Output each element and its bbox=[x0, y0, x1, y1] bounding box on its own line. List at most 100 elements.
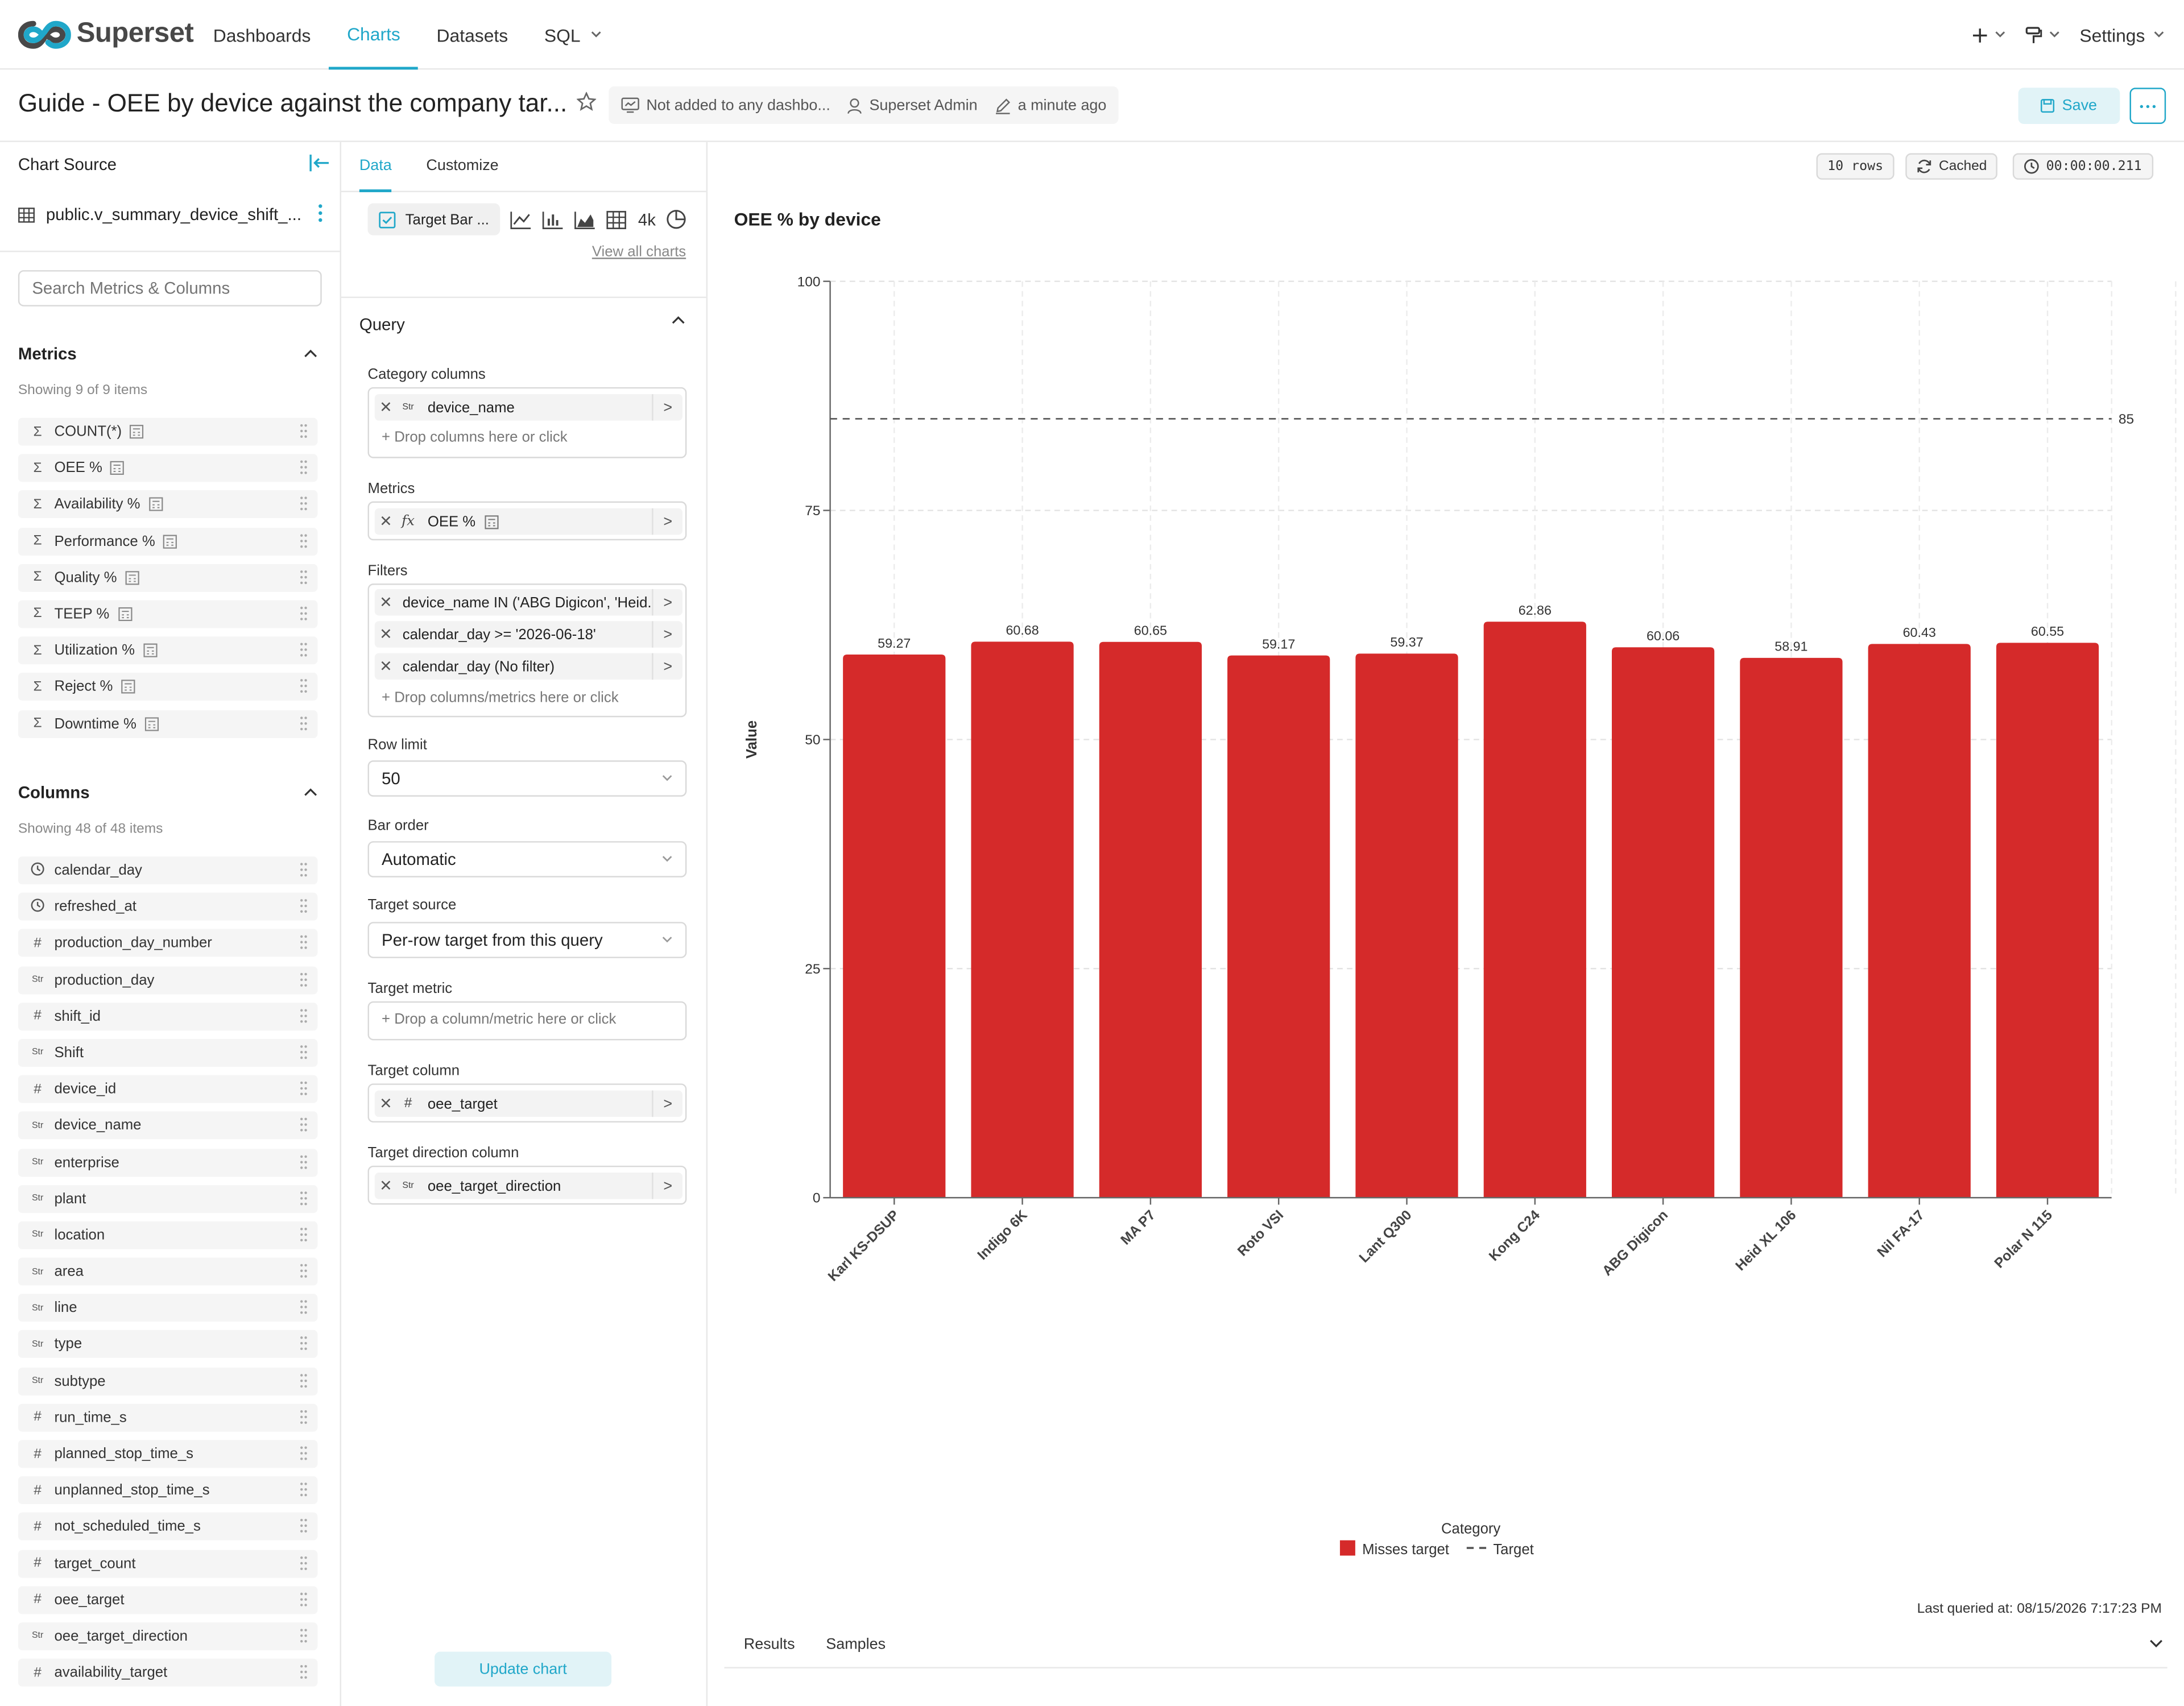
target-metric-control[interactable]: + Drop a column/metric here or click bbox=[367, 1001, 687, 1041]
drag-handle-icon[interactable] bbox=[300, 1045, 308, 1060]
column-item[interactable]: Str device_name bbox=[18, 1112, 318, 1140]
star-icon[interactable] bbox=[576, 92, 597, 111]
viz-type-current[interactable]: Target Bar ... bbox=[367, 203, 500, 235]
column-item[interactable]: # availability_target bbox=[18, 1659, 318, 1687]
modified-info[interactable]: a minute ago bbox=[994, 97, 1106, 114]
column-item[interactable]: # unplanned_stop_time_s bbox=[18, 1476, 318, 1505]
chevron-right-icon[interactable]: > bbox=[652, 621, 682, 648]
nav-dashboards[interactable]: Dashboards bbox=[213, 24, 311, 45]
column-item[interactable]: Str oee_target_direction bbox=[18, 1622, 318, 1650]
column-item[interactable]: # shift_id bbox=[18, 1002, 318, 1030]
query-section-title[interactable]: Query bbox=[359, 314, 405, 334]
drag-handle-icon[interactable] bbox=[300, 1555, 308, 1570]
superset-logo[interactable]: Superset bbox=[18, 18, 194, 50]
metric-item[interactable]: Σ TEEP % bbox=[18, 600, 318, 628]
category-drop-zone[interactable]: + Drop columns here or click bbox=[382, 429, 568, 446]
settings-menu[interactable]: Settings bbox=[2079, 24, 2164, 45]
drag-handle-icon[interactable] bbox=[300, 898, 308, 914]
drag-handle-icon[interactable] bbox=[300, 423, 308, 438]
column-item[interactable]: # production_day_number bbox=[18, 929, 318, 958]
column-item[interactable]: # planned_stop_time_s bbox=[18, 1440, 318, 1468]
bar[interactable] bbox=[1996, 643, 2099, 1198]
theme-menu[interactable] bbox=[2025, 26, 2060, 44]
drag-handle-icon[interactable] bbox=[300, 971, 308, 987]
drag-handle-icon[interactable] bbox=[300, 606, 308, 621]
category-columns-control[interactable]: ✕ Str device_name > + Drop columns here … bbox=[367, 387, 687, 458]
chevron-up-icon[interactable] bbox=[304, 787, 317, 797]
bar-order-select[interactable]: Automatic bbox=[367, 841, 687, 877]
bar[interactable] bbox=[1611, 647, 1715, 1198]
target-direction-control[interactable]: ✕ Str oee_target_direction > bbox=[367, 1165, 687, 1205]
bar-chart-icon[interactable] bbox=[542, 210, 564, 229]
table-icon[interactable] bbox=[606, 210, 628, 229]
metric-item[interactable]: Σ Utilization % bbox=[18, 636, 318, 665]
drag-handle-icon[interactable] bbox=[300, 496, 308, 512]
drag-handle-icon[interactable] bbox=[300, 1300, 308, 1315]
metric-pill[interactable]: ✕ fx OEE % > bbox=[374, 508, 683, 535]
metric-item[interactable]: Σ Availability % bbox=[18, 490, 318, 519]
tab-customize[interactable]: Customize bbox=[426, 157, 499, 175]
drag-handle-icon[interactable] bbox=[300, 1628, 308, 1643]
drag-handle-icon[interactable] bbox=[300, 1409, 308, 1425]
metric-item[interactable]: Σ COUNT(*) bbox=[18, 417, 318, 446]
nav-charts[interactable]: Charts bbox=[329, 0, 419, 70]
pie-chart-icon[interactable] bbox=[665, 209, 686, 230]
chevron-up-icon[interactable] bbox=[671, 314, 685, 324]
target-metric-drop-zone[interactable]: + Drop a column/metric here or click bbox=[382, 1011, 617, 1028]
drag-handle-icon[interactable] bbox=[300, 1190, 308, 1206]
chevron-right-icon[interactable]: > bbox=[652, 1090, 682, 1117]
bar[interactable] bbox=[1227, 655, 1330, 1198]
drag-handle-icon[interactable] bbox=[300, 1592, 308, 1607]
bar[interactable] bbox=[1355, 653, 1458, 1198]
remove-icon[interactable]: ✕ bbox=[379, 627, 392, 644]
filters-drop-zone[interactable]: + Drop columns/metrics here or click bbox=[382, 689, 619, 706]
dataset-name[interactable]: public.v_summary_device_shift_... bbox=[18, 205, 301, 224]
column-item[interactable]: # device_id bbox=[18, 1075, 318, 1103]
column-item[interactable]: # oee_target bbox=[18, 1585, 318, 1614]
drag-handle-icon[interactable] bbox=[300, 1154, 308, 1169]
search-input[interactable] bbox=[18, 270, 322, 307]
target-column-control[interactable]: ✕ # oee_target > bbox=[367, 1083, 687, 1123]
drag-handle-icon[interactable] bbox=[300, 1446, 308, 1461]
chevron-right-icon[interactable]: > bbox=[652, 653, 682, 680]
drag-handle-icon[interactable] bbox=[300, 1117, 308, 1133]
update-chart-button[interactable]: Update chart bbox=[435, 1651, 612, 1687]
target-column-pill[interactable]: ✕ # oee_target > bbox=[374, 1090, 683, 1117]
drag-handle-icon[interactable] bbox=[300, 1081, 308, 1096]
tab-data[interactable]: Data bbox=[359, 157, 392, 175]
drag-handle-icon[interactable] bbox=[300, 1373, 308, 1388]
target-source-select[interactable]: Per-row target from this query bbox=[367, 922, 687, 958]
filter-pill[interactable]: ✕ calendar_day >= '2026-06-18' > bbox=[374, 621, 683, 648]
column-item[interactable]: # run_time_s bbox=[18, 1403, 318, 1432]
metric-item[interactable]: Σ Reject % bbox=[18, 673, 318, 701]
column-item[interactable]: # not_scheduled_time_s bbox=[18, 1513, 318, 1541]
metric-item[interactable]: Σ OEE % bbox=[18, 454, 318, 482]
chevron-right-icon[interactable]: > bbox=[652, 508, 682, 535]
filters-control[interactable]: ✕ device_name IN ('ABG Digicon', 'Heid..… bbox=[367, 583, 687, 718]
metric-item[interactable]: Σ Quality % bbox=[18, 564, 318, 592]
drag-handle-icon[interactable] bbox=[300, 1227, 308, 1242]
column-item[interactable]: # target_count bbox=[18, 1549, 318, 1577]
dashboards-info[interactable]: Not added to any dashbo... bbox=[621, 97, 830, 114]
save-button[interactable]: Save bbox=[2018, 88, 2120, 124]
column-item[interactable]: refreshed_at bbox=[18, 893, 318, 921]
nav-sql[interactable]: SQL bbox=[526, 0, 619, 69]
filter-pill[interactable]: ✕ calendar_day (No filter) > bbox=[374, 653, 683, 680]
bar[interactable] bbox=[843, 655, 946, 1198]
view-all-charts-link[interactable]: View all charts bbox=[592, 243, 686, 260]
column-item[interactable]: Str location bbox=[18, 1221, 318, 1249]
drag-handle-icon[interactable] bbox=[300, 460, 308, 475]
target-direction-pill[interactable]: ✕ Str oee_target_direction > bbox=[374, 1173, 683, 1199]
chevron-right-icon[interactable]: > bbox=[652, 589, 682, 616]
column-item[interactable]: Str type bbox=[18, 1330, 318, 1359]
column-item[interactable]: Str subtype bbox=[18, 1367, 318, 1395]
chevron-up-icon[interactable] bbox=[304, 348, 317, 358]
owner-info[interactable]: Superset Admin bbox=[847, 97, 978, 114]
remove-icon[interactable]: ✕ bbox=[379, 659, 392, 676]
remove-icon[interactable]: ✕ bbox=[379, 594, 392, 612]
column-item[interactable]: Str plant bbox=[18, 1185, 318, 1213]
bar[interactable] bbox=[971, 641, 1074, 1198]
big-number-icon[interactable]: 4k bbox=[638, 209, 656, 229]
chevron-down-icon[interactable] bbox=[2148, 1635, 2164, 1651]
drag-handle-icon[interactable] bbox=[300, 1336, 308, 1352]
